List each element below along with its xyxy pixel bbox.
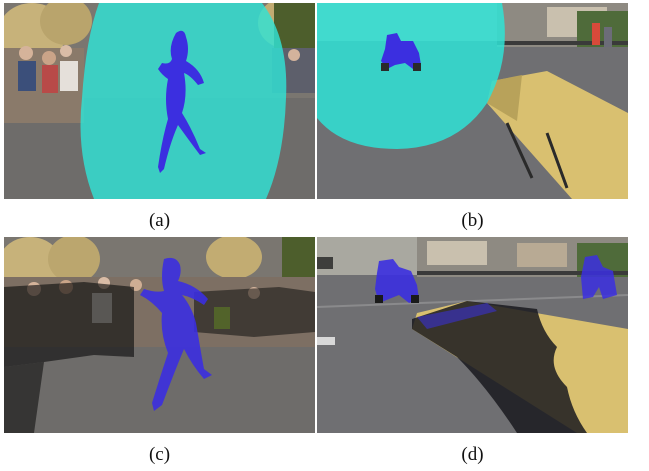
panel-b-image — [317, 3, 628, 199]
panel-a-image — [4, 3, 315, 199]
panel-d-image — [317, 237, 628, 433]
panel-b-caption: (b) — [461, 210, 484, 231]
panel-c-caption: (c) — [148, 444, 171, 465]
figure-panel-a — [4, 3, 315, 199]
panel-a-caption: (a) — [148, 210, 171, 231]
figure-panel-b — [317, 3, 628, 199]
panel-d-caption: (d) — [461, 444, 484, 465]
panel-c-image — [4, 237, 315, 433]
figure-panel-c — [4, 237, 315, 433]
figure-panel-d — [317, 237, 628, 433]
